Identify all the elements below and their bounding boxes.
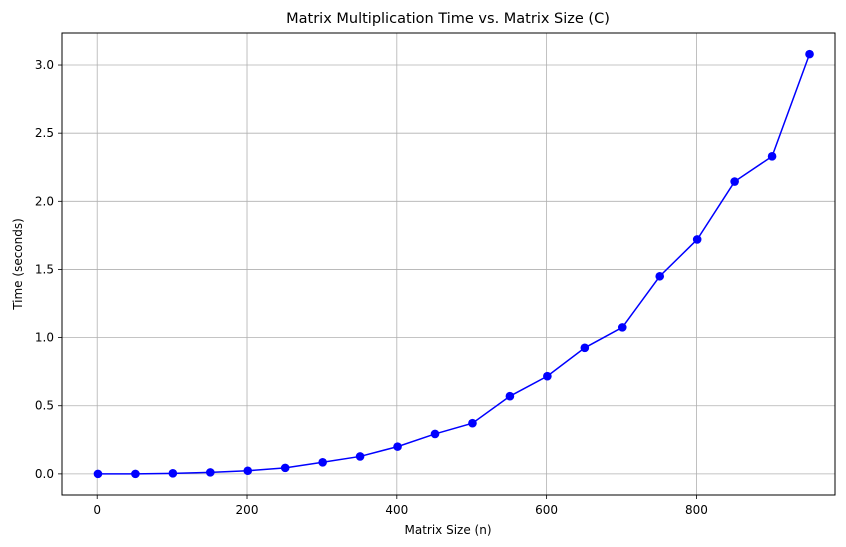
x-tick-label: 0 [93,503,101,517]
data-point [655,271,665,281]
y-tick-label: 0.5 [35,399,54,413]
series-line [97,53,811,475]
x-tick-label: 600 [535,503,558,517]
grid-lines [62,33,835,495]
data-point [730,177,739,186]
y-tick-label: 2.0 [35,194,54,208]
data-point [805,49,814,59]
data-point [318,457,327,467]
data-point [280,463,290,473]
data-point [206,468,215,477]
data-point [617,323,627,332]
x-axis-label: Matrix Size (n) [404,523,491,537]
data-point [243,466,253,476]
y-tick-label: 1.5 [35,262,54,276]
x-axis-ticks: 0 200 400 600 800 [93,495,708,517]
data-point [543,371,552,381]
data-point [168,469,178,478]
data-point [93,469,103,479]
data-point [393,442,402,451]
y-axis-ticks: 0.0 0.5 1.0 1.5 2.0 2.5 3.0 [35,58,62,481]
x-tick-label: 800 [685,503,708,517]
y-tick-label: 0.0 [35,467,54,481]
y-tick-label: 2.5 [35,126,54,140]
data-point [131,469,140,479]
data-point [430,429,440,439]
data-point [468,418,477,428]
y-tick-label: 3.0 [35,58,54,72]
data-point [505,391,515,401]
y-axis-label: Time (seconds) [11,218,25,311]
data-point [692,235,702,244]
x-tick-label: 200 [236,503,259,517]
data-point [355,452,365,461]
series-layer [93,49,814,479]
chart-title: Matrix Multiplication Time vs. Matrix Si… [286,11,610,27]
data-point [767,152,777,161]
x-tick-label: 400 [385,503,408,517]
y-tick-label: 1.0 [35,331,54,345]
data-point [580,343,590,353]
plot-frame [61,32,836,496]
